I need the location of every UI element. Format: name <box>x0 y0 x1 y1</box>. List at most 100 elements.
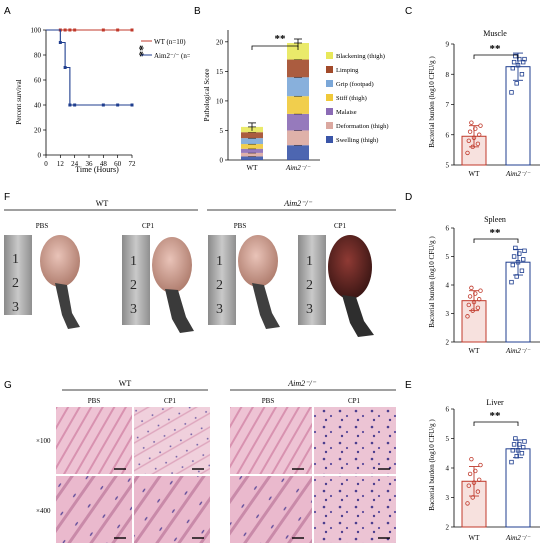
cfu-point-wt <box>469 285 474 291</box>
cfu-ytick-label: 4 <box>446 465 450 473</box>
histo-wt-pbs-100 <box>56 407 132 474</box>
liver-xlabel-wt: WT <box>469 534 481 542</box>
svg-text:1: 1 <box>306 254 313 269</box>
histo-scale-bars <box>114 468 390 539</box>
cfu-point-wt <box>476 297 482 302</box>
cfu-point-aim2 <box>517 442 522 447</box>
panel-letter-e: E <box>405 380 412 391</box>
cfu-point-aim2 <box>515 448 521 453</box>
survival-point-wt <box>116 28 120 32</box>
survival-point-aim2 <box>68 103 72 107</box>
pathology-significance: ** <box>275 33 287 45</box>
survival-point-aim2 <box>63 66 67 69</box>
photo-group-wt: WT <box>96 199 109 208</box>
cfu-point-aim2 <box>510 448 515 453</box>
spleen-title: Spleen <box>484 215 506 224</box>
histo-row-400: ×400 <box>36 507 51 515</box>
cfu-point-aim2 <box>515 62 521 68</box>
spleen-xlabel-wt: WT <box>469 347 481 355</box>
cfu-point-wt <box>478 462 483 468</box>
survival-xlabel: Time (Hours) <box>75 165 119 174</box>
photo-wt-cp1: 1 2 3 <box>122 235 194 333</box>
pathology-bar-segment <box>241 132 263 139</box>
svg-text:2: 2 <box>306 278 313 293</box>
cfu-point-aim2 <box>510 66 515 71</box>
cfu-point-wt <box>478 123 483 128</box>
pathological-score-chart: Pathological Score ** WT Aim2⁻/⁻ 0 5 10 15 2… <box>203 30 389 172</box>
pathology-ytick-label: 20 <box>216 38 224 46</box>
histo-col-aim2-cp1: CP1 <box>348 397 361 405</box>
pathology-legend-swatch <box>326 80 333 87</box>
panel-letter-g: G <box>4 380 12 391</box>
cfu-point-wt <box>467 294 473 299</box>
photo-wt-pbs: 1 2 3 <box>4 235 80 329</box>
histo-group-aim2: Aim2⁻/⁻ <box>287 379 316 388</box>
cfu-ytick-label: 7 <box>446 101 450 109</box>
pathology-legend-swatch <box>326 108 333 115</box>
cfu-ytick-label: 6 <box>446 225 450 233</box>
pathology-bar-segment <box>241 156 263 160</box>
spleen-significance: ** <box>490 227 502 239</box>
spleen-ylabel: Bacterial burden (log10 CFU/g ) <box>428 236 436 328</box>
svg-text:1: 1 <box>12 252 19 267</box>
panel-letter-c: C <box>405 6 413 17</box>
cfu-point-wt <box>466 483 471 488</box>
cfu-point-wt <box>470 495 475 500</box>
cfu-point-wt <box>473 126 478 131</box>
cfu-point-wt <box>467 471 473 477</box>
pathology-sig-bracket <box>251 45 299 50</box>
panel-letter-f: F <box>4 192 11 203</box>
cfu-point-wt <box>466 138 471 143</box>
cfu-point-wt <box>475 141 481 147</box>
histo-wt-cp1-100 <box>134 407 210 474</box>
svg-text:2: 2 <box>12 276 19 291</box>
pathology-legend-swatch <box>326 136 333 143</box>
survival-xtick-label: 72 <box>129 160 137 168</box>
cfu-point-aim2 <box>515 260 521 265</box>
muscle-significance: ** <box>490 43 502 55</box>
survival-ytick-label: 0 <box>38 152 42 160</box>
cfu-sig-bracket <box>473 238 519 243</box>
histo-aim2-cp1-100 <box>314 407 396 474</box>
survival-point-aim2 <box>116 103 120 107</box>
svg-text:3: 3 <box>306 302 313 317</box>
muscle-title: Muscle <box>483 29 507 38</box>
pathology-bar-segment <box>287 145 309 160</box>
pathology-legend-label: Malaise <box>336 109 357 116</box>
panel-letter-a: A <box>4 6 11 17</box>
muscle-ylabel: Bacterial burden (log10 CFU/g ) <box>428 56 436 148</box>
survival-xtick-label: 24 <box>71 160 79 168</box>
pathology-xlabel-aim2: Aim2⁻/⁻ <box>285 164 311 172</box>
cfu-point-aim2 <box>519 451 525 456</box>
spleen-xlabel-aim2: Aim2⁻/⁻ <box>505 347 531 355</box>
cfu-point-wt <box>470 144 475 150</box>
survival-legend-aim2: Aim2⁻/⁻ (n=10) <box>154 52 190 60</box>
histo-wt-cp1-400 <box>134 476 210 543</box>
cfu-point-aim2 <box>519 268 525 273</box>
histo-aim2-pbs-400 <box>230 476 312 543</box>
cfu-ytick-label: 5 <box>446 253 450 261</box>
cfu-ytick-label: 3 <box>446 494 450 502</box>
liver-ylabel: Bacterial burden (log10 CFU/g ) <box>428 419 436 511</box>
survival-ytick-label: 100 <box>31 27 42 35</box>
photo-label-aim2-pbs: PBS <box>234 222 247 230</box>
histo-aim2-cp1-400 <box>314 476 396 543</box>
survival-ytick-label: 20 <box>34 127 42 135</box>
photo-group-aim2: Aim2⁻/⁻ <box>283 199 312 208</box>
muscle-cfu-chart: Muscle Bacterial burden (log10 CFU/g ) *… <box>428 29 540 178</box>
pathology-bar-segment <box>241 152 263 157</box>
pathology-legend-swatch <box>326 66 333 73</box>
cfu-point-wt <box>469 456 474 462</box>
pathology-legend-label: Blackening (thigh) <box>336 53 385 60</box>
survival-chart: Percent survival Time (Hours) WT (n=10) … <box>15 27 190 175</box>
histo-group-wt: WT <box>119 379 132 388</box>
svg-text:3: 3 <box>12 300 19 315</box>
liver-significance: ** <box>490 410 502 422</box>
histo-aim2-pbs-100 <box>230 407 312 474</box>
pathology-bar-segment <box>287 77 309 97</box>
cfu-point-wt <box>478 288 483 293</box>
survival-ytick-label: 60 <box>34 77 42 85</box>
cfu-point-aim2 <box>521 257 526 262</box>
survival-line-aim2 <box>46 29 132 106</box>
survival-point-aim2 <box>101 103 105 107</box>
